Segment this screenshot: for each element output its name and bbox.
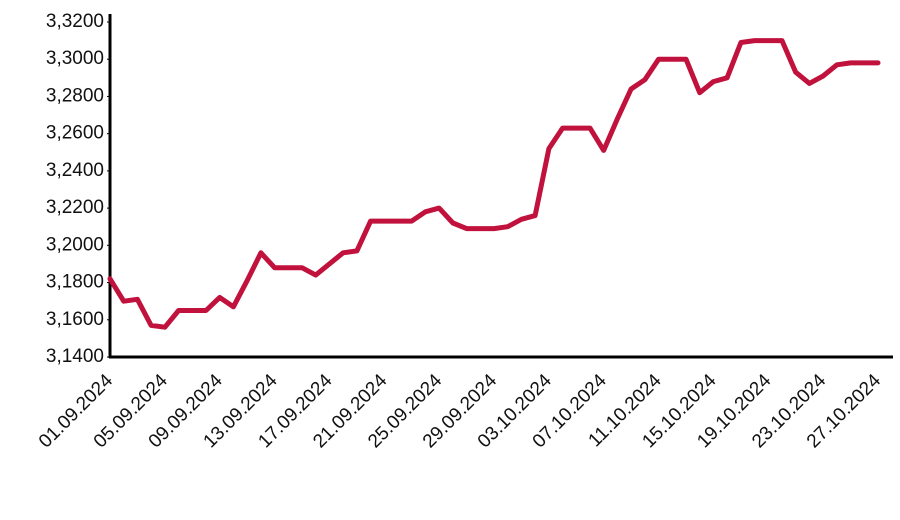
y-tick-label: 3,1400 (46, 346, 104, 367)
y-tick-label: 3,2000 (46, 234, 104, 255)
y-tick-label: 3,1600 (46, 309, 104, 330)
y-tick-label: 3,2800 (46, 85, 104, 106)
y-tick-label: 3,2400 (46, 160, 104, 181)
y-tick-label: 3,1800 (46, 272, 104, 293)
y-tick-label: 3,3200 (46, 11, 104, 32)
y-tick-label: 3,2600 (46, 123, 104, 144)
y-tick-label: 3,3000 (46, 48, 104, 69)
y-tick-label: 3,2200 (46, 197, 104, 218)
line (107, 38, 881, 330)
